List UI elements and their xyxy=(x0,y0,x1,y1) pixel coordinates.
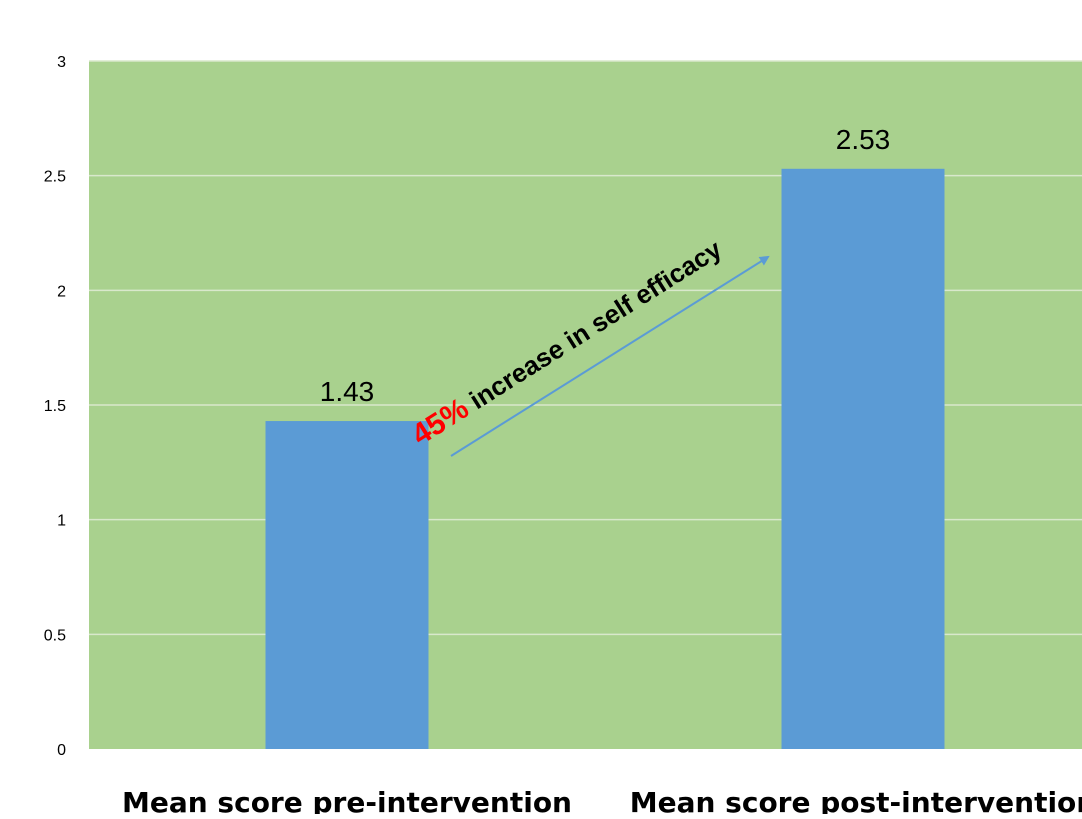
category-label: Mean score pre-intervention xyxy=(122,786,572,814)
data-label: 2.53 xyxy=(836,124,891,155)
data-label: 1.43 xyxy=(320,376,375,407)
category-label: Mean score post-intervention xyxy=(630,786,1082,814)
bar xyxy=(265,421,429,749)
bar xyxy=(781,168,945,749)
y-tick-label: 1.5 xyxy=(44,398,66,415)
increase-arrow xyxy=(450,255,770,457)
y-axis: 0 0.5 1 1.5 2 2.5 3 xyxy=(44,54,66,759)
y-tick-label: 2.5 xyxy=(44,169,66,186)
y-tick-label: 3 xyxy=(57,54,66,71)
data-labels: 1.43 2.53 xyxy=(320,124,891,407)
x-axis: Mean score pre-intervention Mean score po… xyxy=(122,786,1082,819)
gridlines xyxy=(89,60,1082,636)
y-tick-label: 0.5 xyxy=(44,627,66,644)
y-tick-label: 0 xyxy=(57,742,66,759)
y-tick-label: 2 xyxy=(57,283,66,300)
y-tick-label: 1 xyxy=(57,513,66,530)
bars xyxy=(265,168,945,749)
